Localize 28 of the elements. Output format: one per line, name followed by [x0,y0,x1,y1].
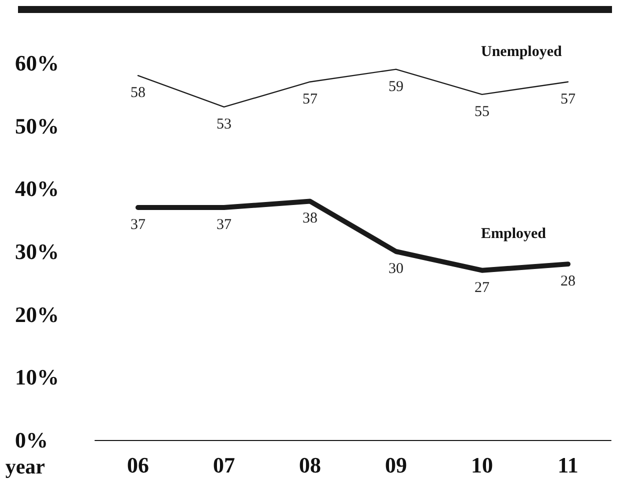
y-tick-label: 50% [15,113,59,138]
data-label: 38 [302,210,318,227]
data-label: 27 [474,280,490,296]
data-label: 55 [474,104,490,120]
x-tick-label: 09 [385,452,407,478]
x-axis-title: year [5,454,45,478]
x-tick-label: 11 [558,452,578,478]
data-label: 37 [216,217,232,234]
data-label: 37 [130,217,146,234]
y-tick-label: 60% [15,50,59,76]
series-label: Unemployed [481,44,562,60]
data-label: 57 [302,91,318,108]
data-label: 58 [130,85,146,102]
data-label: 30 [388,261,404,277]
y-tick-label: 0% [15,428,48,452]
y-tick-label: 30% [15,239,59,264]
data-label: 53 [216,116,232,132]
y-tick-label: 10% [15,364,59,390]
x-tick-label: 08 [299,452,321,478]
x-tick-label: 06 [127,452,149,478]
x-tick-label: 10 [471,452,493,478]
series-label: Employed [481,226,547,242]
data-label: 28 [560,274,576,290]
y-tick-label: 40% [15,176,59,202]
x-tick-label: 07 [213,452,235,478]
y-tick-label: 20% [15,302,59,327]
data-label: 57 [560,91,576,108]
data-label: 59 [388,78,404,95]
